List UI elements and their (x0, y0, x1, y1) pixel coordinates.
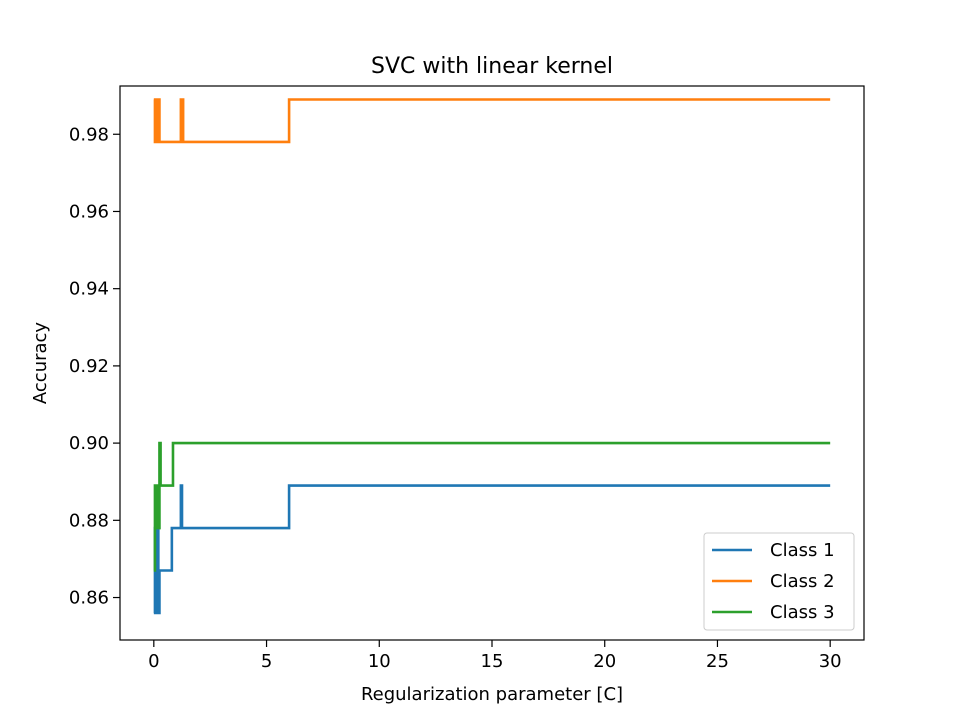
legend-label-class-3: Class 3 (770, 602, 835, 623)
y-tick-label: 0.90 (69, 433, 109, 454)
y-tick-label: 0.86 (69, 588, 109, 609)
x-tick-label: 5 (261, 651, 272, 672)
x-tick-label: 0 (148, 651, 159, 672)
x-tick-label: 15 (481, 651, 504, 672)
y-tick-label: 0.96 (69, 201, 109, 222)
legend: Class 1 Class 2 Class 3 (703, 532, 855, 631)
x-tick-label: 10 (368, 651, 391, 672)
y-tick-label: 0.98 (69, 124, 109, 145)
legend-label-class-1: Class 1 (770, 540, 835, 561)
y-axis-label: Accuracy (30, 322, 51, 405)
y-tick-label: 0.94 (69, 279, 109, 300)
y-axis: 0.86 0.88 0.90 0.92 0.94 0.96 0.98 (69, 124, 120, 609)
y-tick-label: 0.88 (69, 510, 109, 531)
series-line-class-2 (153, 98, 831, 144)
y-tick-label: 0.92 (69, 356, 109, 377)
legend-box (703, 532, 855, 631)
chart-title: SVC with linear kernel (371, 54, 613, 79)
legend-label-class-2: Class 2 (770, 571, 835, 592)
x-axis-label: Regularization parameter [C] (361, 684, 623, 705)
x-axis: 0 5 10 15 20 25 30 (148, 640, 842, 672)
series-layer (153, 98, 831, 615)
x-tick-label: 30 (819, 651, 842, 672)
x-tick-label: 20 (593, 651, 616, 672)
series-line-class-3 (153, 441, 831, 572)
x-tick-label: 25 (706, 651, 729, 672)
